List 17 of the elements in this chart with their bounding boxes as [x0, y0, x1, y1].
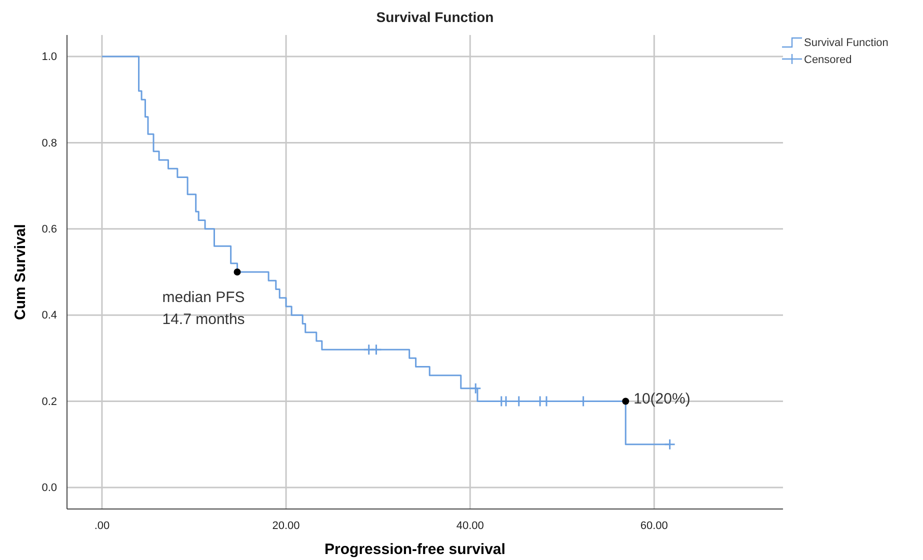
legend-label: Survival Function [804, 37, 888, 49]
annotation: 10(20%) [634, 390, 690, 408]
y-tick-label: 0.4 [42, 310, 57, 322]
x-tick-label: 60.00 [640, 520, 668, 532]
y-tick-label: 1.0 [42, 51, 57, 64]
y-tick-label: 0.2 [42, 396, 57, 408]
x-tick-label: .00 [94, 520, 110, 532]
annotation: median PFS 14.7 months [162, 289, 245, 328]
chart-title: Survival Function [376, 9, 494, 25]
y-tick-label: 0.0 [42, 482, 57, 494]
x-axis-title: Progression-free survival [324, 541, 506, 558]
legend-label: Censored [804, 54, 852, 66]
x-tick-label: 20.00 [272, 520, 300, 532]
y-axis-title: Cum Survival [12, 224, 29, 320]
x-tick-label: 40.00 [456, 520, 484, 532]
y-tick-label: 0.6 [42, 223, 57, 236]
y-tick-label: 0.8 [42, 137, 57, 150]
